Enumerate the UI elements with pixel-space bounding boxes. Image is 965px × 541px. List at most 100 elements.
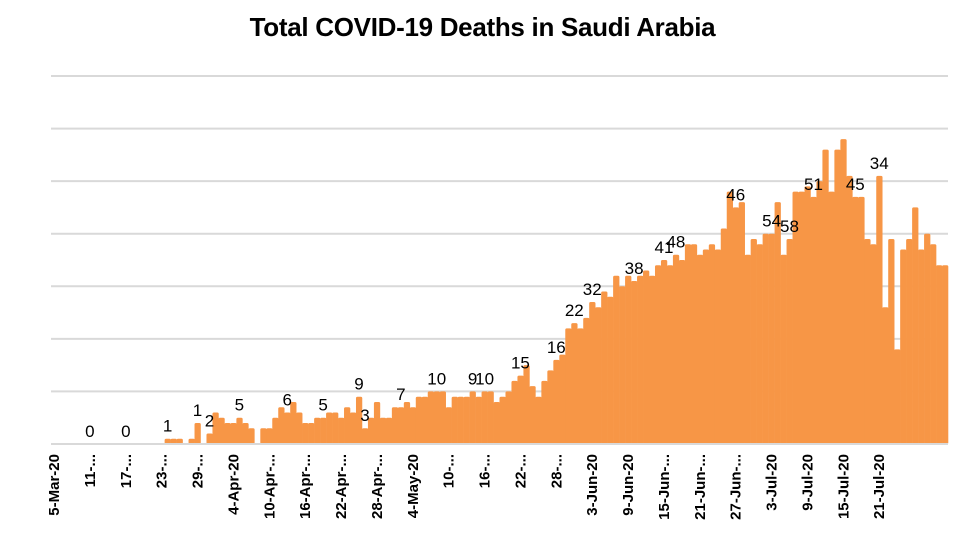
data-label: 2 — [205, 412, 214, 431]
bar — [469, 391, 476, 444]
data-label: 10 — [427, 369, 446, 388]
x-tick-label: 4-May-20 — [405, 454, 422, 518]
bar — [481, 391, 488, 444]
data-label: 48 — [666, 233, 685, 252]
bar — [314, 417, 321, 444]
bar — [164, 438, 171, 444]
bar — [583, 317, 590, 444]
bar — [499, 396, 506, 444]
bar — [188, 438, 195, 444]
bar — [391, 407, 399, 444]
x-tick-label: 10-... — [441, 454, 458, 488]
data-label: 3 — [360, 406, 369, 425]
bar — [816, 181, 823, 444]
x-tick-label: 28-Apr-... — [369, 454, 386, 519]
bar — [397, 407, 405, 444]
bar — [810, 196, 817, 444]
data-label: 0 — [121, 422, 130, 441]
bar — [732, 207, 739, 444]
bar — [720, 228, 728, 444]
bar — [762, 233, 769, 444]
bar — [493, 401, 500, 444]
data-label: 45 — [846, 175, 865, 194]
bar — [792, 191, 799, 444]
x-tick-label: 10-Apr-... — [261, 454, 278, 519]
bar — [631, 281, 638, 444]
bar — [350, 412, 357, 444]
bar — [595, 307, 602, 444]
bars — [164, 139, 949, 444]
bar — [457, 396, 464, 444]
bar — [511, 380, 518, 444]
bar — [308, 422, 315, 444]
data-label: 34 — [870, 154, 889, 173]
bar — [170, 438, 177, 444]
x-tick-label: 15-Jun-... — [656, 454, 673, 520]
bar — [822, 149, 829, 444]
data-label: 1 — [193, 401, 202, 420]
bar — [218, 417, 225, 444]
bar — [672, 254, 680, 444]
bar — [290, 401, 297, 444]
bar — [696, 254, 704, 444]
data-label: 9 — [354, 375, 363, 394]
bar — [278, 407, 285, 444]
x-tick-label: 3-Jul-20 — [764, 454, 781, 511]
bar — [649, 275, 656, 444]
bar — [553, 359, 560, 444]
bar — [379, 417, 387, 444]
bar — [870, 244, 877, 444]
data-label: 41 — [655, 238, 674, 257]
bar — [445, 407, 452, 444]
bar — [194, 422, 201, 444]
x-tick-label: 15-Jul-20 — [835, 454, 852, 519]
bar — [487, 391, 494, 444]
bar — [373, 401, 381, 444]
x-tick-label: 5-Mar-20 — [46, 454, 63, 516]
bar — [403, 401, 411, 444]
x-tick-label: 17-... — [118, 454, 135, 488]
bar — [613, 275, 620, 444]
bar — [535, 396, 542, 444]
x-tick-label: 23-... — [154, 454, 171, 488]
bar — [786, 238, 793, 444]
bar — [840, 139, 847, 444]
bar — [900, 249, 907, 444]
data-label: 32 — [583, 280, 602, 299]
data-label: 10 — [475, 369, 494, 388]
bar — [864, 238, 871, 444]
bar — [858, 196, 865, 444]
bar — [882, 307, 889, 444]
data-label: 5 — [318, 396, 327, 415]
gridlines — [51, 75, 948, 393]
bar — [625, 275, 632, 444]
x-tick-label: 9-Jun-20 — [620, 454, 637, 516]
bar — [421, 396, 429, 444]
bar — [523, 365, 530, 444]
bar — [660, 260, 668, 444]
x-tick-label: 28-... — [548, 454, 565, 488]
bar — [517, 375, 524, 444]
x-tick-label: 4-Apr-20 — [225, 454, 242, 515]
bar — [320, 417, 327, 444]
bar — [577, 328, 584, 444]
bar — [344, 407, 351, 444]
bar — [834, 149, 841, 444]
bar — [906, 238, 913, 444]
data-label: 6 — [282, 391, 291, 410]
bar — [230, 422, 237, 444]
bar — [338, 417, 345, 444]
x-tick-label: 21-Jul-20 — [871, 454, 888, 519]
bar — [589, 302, 596, 444]
x-tick-label: 22-... — [512, 454, 529, 488]
bar — [804, 186, 811, 444]
bar — [559, 354, 566, 444]
bar — [326, 412, 333, 444]
bar — [702, 249, 710, 444]
data-label: 7 — [396, 385, 405, 404]
bar — [475, 396, 482, 444]
bar — [451, 396, 458, 444]
bar — [726, 191, 734, 444]
